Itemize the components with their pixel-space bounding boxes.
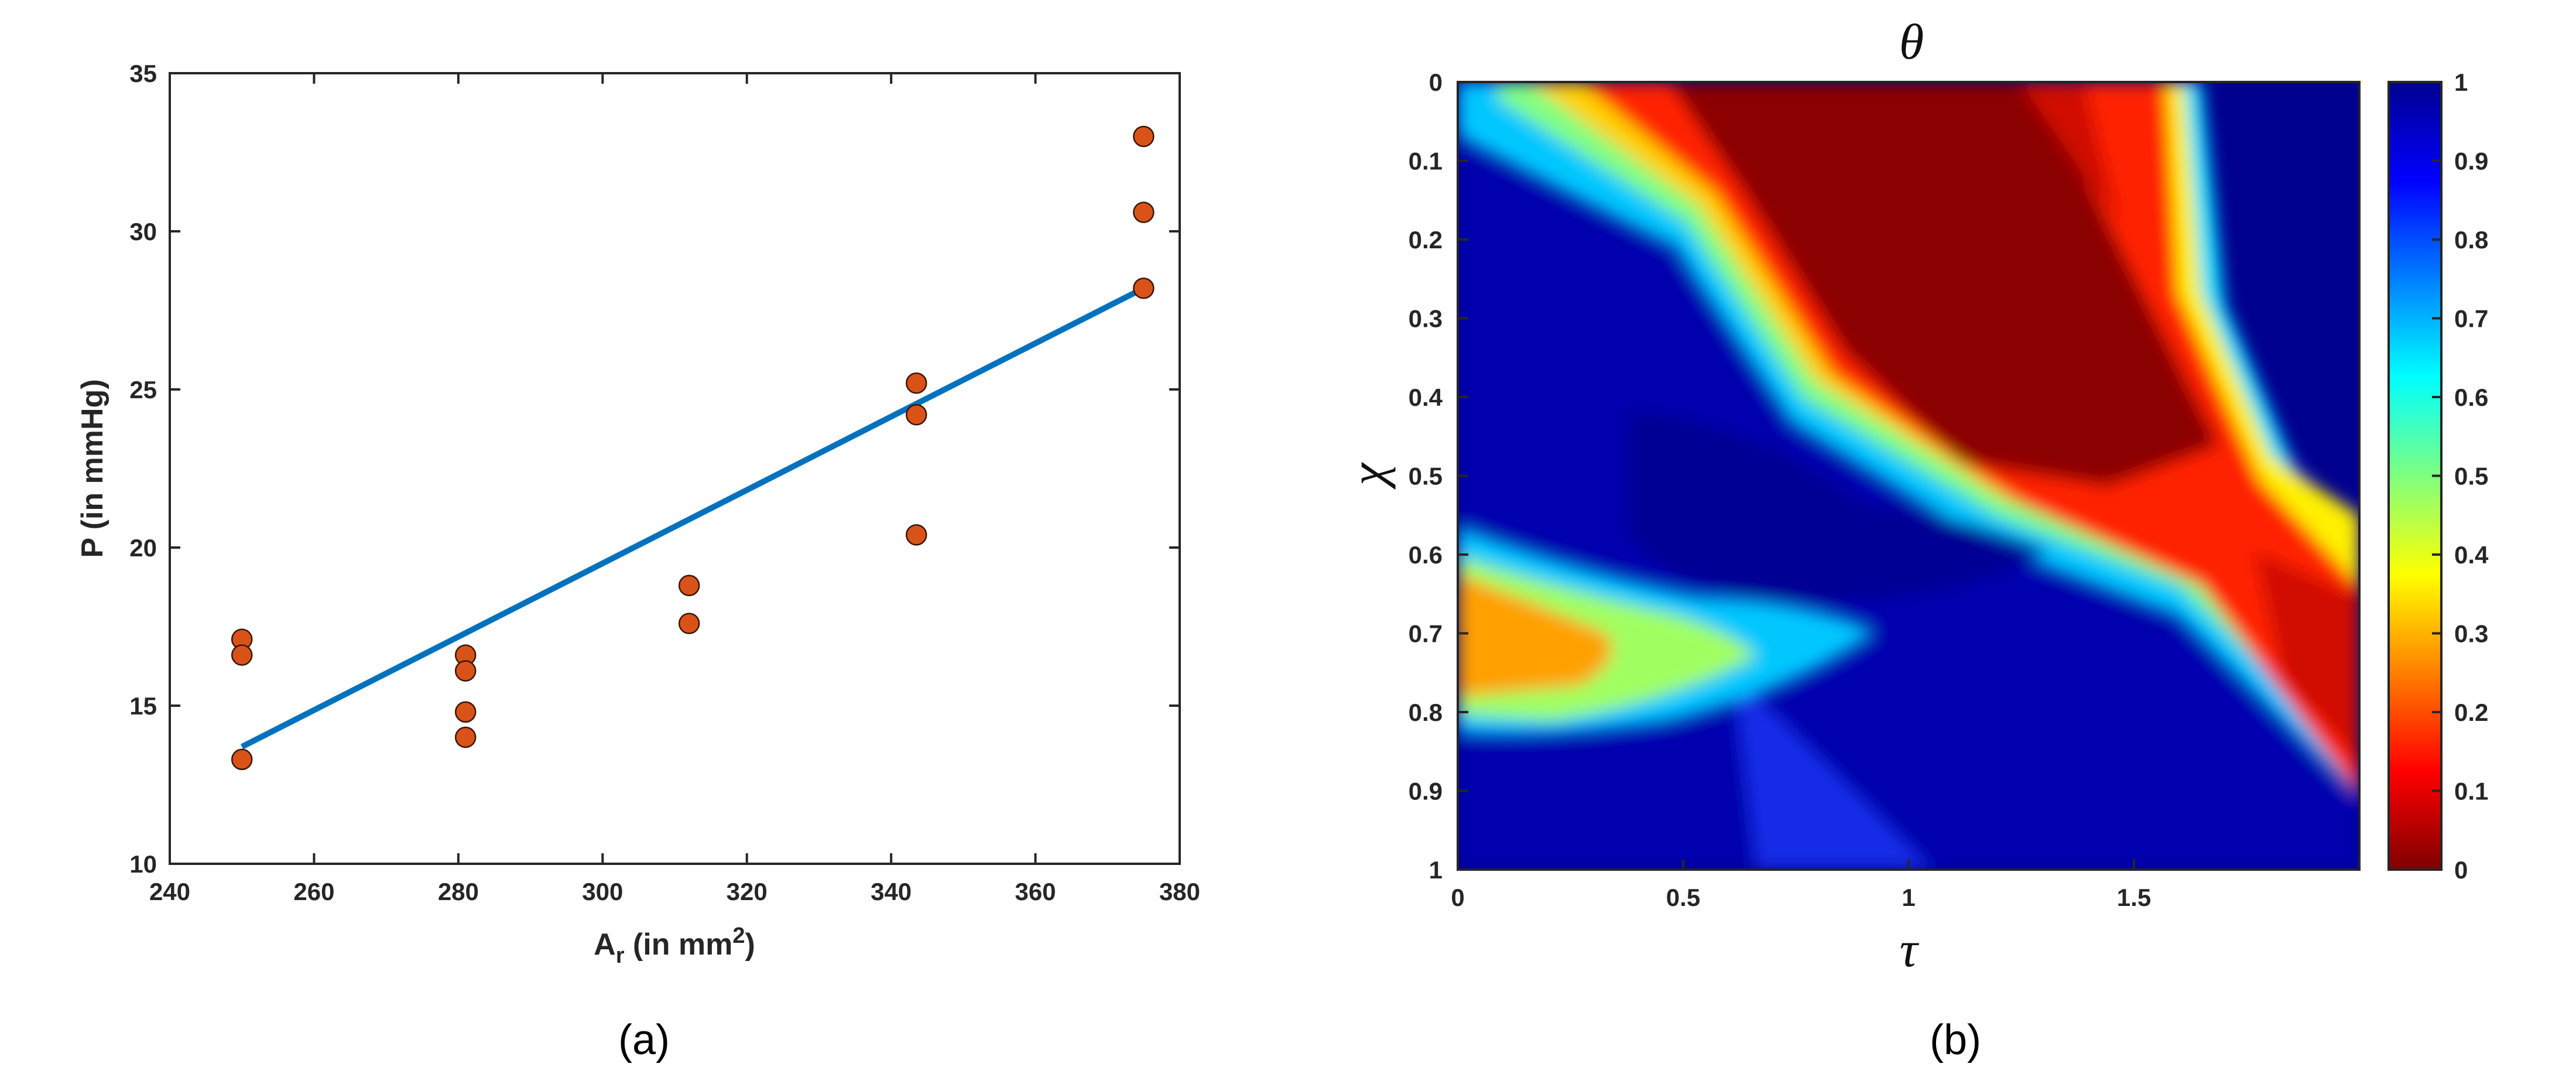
- y-tick-label: 0.9: [1409, 778, 1443, 805]
- heatmap-y-axis-label: χ: [1340, 462, 1396, 490]
- x-tick-label: 260: [293, 878, 334, 905]
- x-tick-label: 300: [582, 878, 623, 905]
- scatter-y-ticks: 10 15 20 25 30 35: [129, 60, 1180, 878]
- colorbar-tick-label: 0.2: [2454, 699, 2488, 726]
- scatter-point: [454, 701, 477, 723]
- scatter-plot-area: [170, 73, 1180, 864]
- scatter-point: [1133, 201, 1155, 223]
- x-tick-label: 0: [1451, 884, 1464, 911]
- x-tick-label: 380: [1159, 878, 1200, 905]
- heatmap-y-ticks: 0 0.1 0.2 0.3 0.4 0.5 0.6 0.7 0.8 0.9 1: [1409, 69, 1468, 884]
- y-tick-label: 20: [129, 534, 157, 562]
- scatter-x-ticks: 240 260 280 300 320 340 360 380: [149, 73, 1200, 905]
- scatter-marks: [231, 125, 1155, 771]
- scatter-point: [454, 726, 477, 748]
- x-tick-label: 0.5: [1666, 884, 1700, 911]
- heatmap-plot: 0 0.5 1 1.5 0 0.1 0.2 0.3 0.4 0.5 0.6 0.7 0.8 0.9 1 θ…: [1340, 13, 2489, 1063]
- colorbar-tick-label: 0.8: [2454, 226, 2488, 254]
- x-tick-label: 340: [871, 878, 912, 905]
- scatter-plot: 240 260 280 300 320 340 360 380 10 15 20 25 30 35 Ar…: [76, 60, 1200, 1063]
- colorbar-tick-label: 0.4: [2454, 541, 2489, 569]
- scatter-point: [906, 524, 927, 546]
- heatmap-x-axis-label: τ: [1900, 921, 1920, 977]
- y-tick-label: 0.6: [1409, 541, 1443, 569]
- scatter-x-axis-label: Ar (in mm2): [594, 924, 755, 968]
- y-tick-label: 1: [1429, 856, 1443, 884]
- y-tick-label: 25: [129, 376, 157, 403]
- heatmap-image: [1458, 82, 2359, 870]
- colorbar-tick-label: 0.1: [2454, 778, 2488, 805]
- scatter-point: [1133, 277, 1155, 299]
- scatter-point: [906, 372, 927, 394]
- colorbar-ticks: 0 0.1 0.2 0.3 0.4 0.5 0.6 0.7 0.8 0.9 1: [2432, 69, 2489, 884]
- y-tick-label: 0.7: [1409, 620, 1443, 648]
- scatter-point: [678, 574, 700, 597]
- y-tick-label: 10: [129, 850, 157, 878]
- colorbar-tick-label: 0.5: [2454, 463, 2488, 490]
- colorbar-tick-label: 0.7: [2454, 305, 2488, 333]
- y-tick-label: 0.4: [1409, 384, 1443, 411]
- y-tick-label: 30: [129, 218, 157, 245]
- y-tick-label: 35: [129, 60, 157, 87]
- colorbar-tick-label: 1: [2454, 69, 2468, 96]
- scatter-point: [678, 613, 700, 634]
- y-tick-label: 0.2: [1409, 226, 1443, 254]
- x-tick-label: 320: [727, 878, 768, 905]
- heatmap-title: θ: [1899, 13, 1924, 70]
- scatter-point: [906, 403, 927, 426]
- fit-line: [240, 285, 1145, 750]
- scatter-point: [231, 748, 253, 771]
- y-tick-label: 0.8: [1409, 699, 1443, 726]
- y-tick-label: 0.3: [1409, 305, 1443, 333]
- scatter-y-axis-label: P (in mmHg): [76, 379, 109, 558]
- y-tick-label: 0: [1429, 69, 1443, 96]
- x-tick-label: 280: [438, 878, 479, 905]
- colorbar-tick-label: 0.6: [2454, 384, 2488, 411]
- panel-label-b: (b): [1930, 1017, 1981, 1063]
- colorbar-tick-label: 0.3: [2454, 620, 2488, 648]
- y-tick-label: 0.5: [1409, 463, 1443, 490]
- colorbar-tick-label: 0: [2454, 856, 2468, 884]
- scatter-point: [454, 660, 477, 682]
- scatter-point: [1133, 125, 1155, 148]
- scatter-axes-box: [169, 72, 1181, 865]
- panel-label-a: (a): [618, 1017, 670, 1063]
- y-tick-label: 0.1: [1409, 148, 1443, 175]
- x-tick-label: 240: [149, 878, 190, 905]
- colorbar-tick-label: 0.9: [2454, 148, 2488, 175]
- x-tick-label: 1: [1902, 884, 1915, 911]
- x-tick-label: 1.5: [2117, 884, 2151, 911]
- y-tick-label: 15: [129, 692, 157, 720]
- heatmap-x-ticks: 0 0.5 1 1.5: [1451, 859, 2151, 911]
- scatter-point: [231, 644, 253, 666]
- x-tick-label: 360: [1015, 878, 1056, 905]
